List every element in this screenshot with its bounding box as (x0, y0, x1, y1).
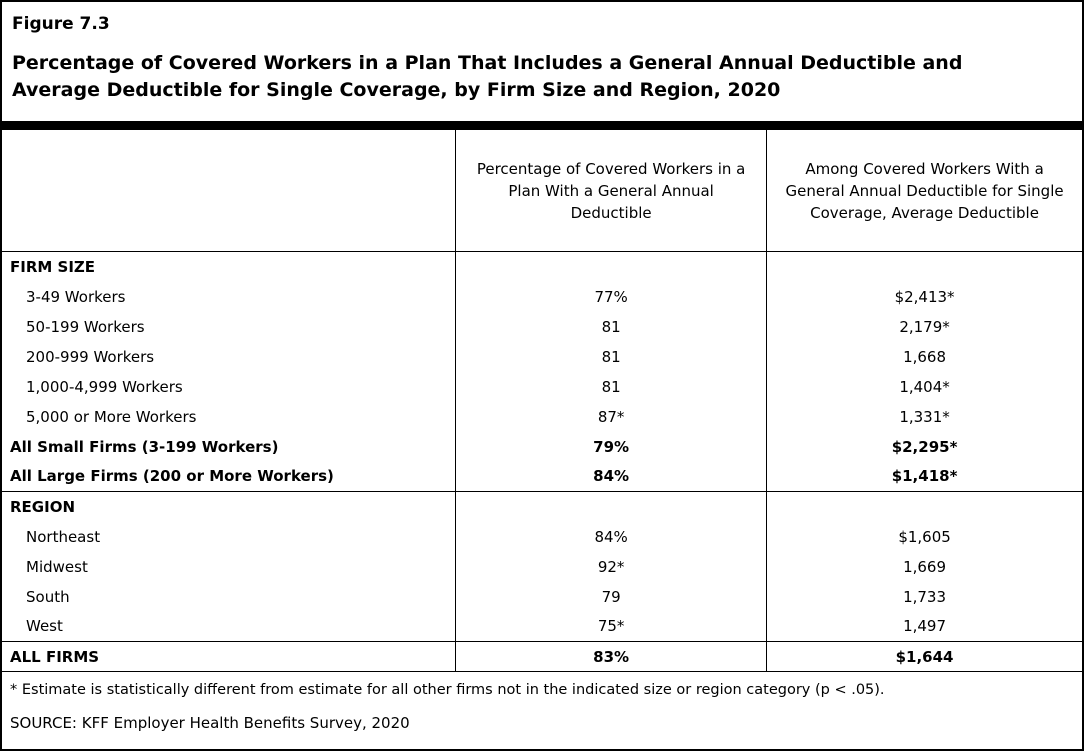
source-note: SOURCE: KFF Employer Health Benefits Sur… (10, 714, 410, 732)
row-label: Midwest (26, 557, 88, 576)
row-deductible: 1,668 (766, 341, 1082, 372)
row-deductible: $1,605 (766, 521, 1082, 552)
column-header-row: Percentage of Covered Workers in a Plan … (2, 130, 1082, 252)
figure-label: Figure 7.3 (12, 14, 110, 34)
row-midwest: Midwest 92* 1,669 (2, 551, 1082, 582)
row-label: REGION (2, 491, 456, 522)
row-label: 50-199 Workers (26, 317, 145, 336)
row-deductible: $1,644 (766, 641, 1082, 672)
row-label: 5,000 or More Workers (26, 407, 197, 426)
footnote: * Estimate is statistically different fr… (10, 682, 885, 698)
row-all-small-firms: All Small Firms (3-199 Workers) 79% $2,2… (2, 431, 1082, 462)
row-200-999-workers: 200-999 Workers 81 1,668 (2, 341, 1082, 372)
row-pct: 83% (455, 641, 767, 672)
row-label: All Small Firms (3-199 Workers) (10, 437, 279, 456)
row-pct: 84% (455, 521, 767, 552)
row-deductible (766, 491, 1082, 522)
row-west: West 75* 1,497 (2, 611, 1082, 642)
row-pct: 79% (455, 431, 767, 462)
row-50-199-workers: 50-199 Workers 81 2,179* (2, 311, 1082, 342)
row-pct: 81 (455, 371, 767, 402)
data-table: Percentage of Covered Workers in a Plan … (2, 130, 1082, 672)
row-pct: 79 (455, 581, 767, 612)
row-label: FIRM SIZE (10, 257, 96, 276)
row-pct: 75* (455, 611, 767, 642)
row-pct: 81 (455, 341, 767, 372)
row-pct: 87* (455, 401, 767, 432)
row-deductible (766, 251, 1082, 282)
row-all-large-firms: All Large Firms (200 or More Workers) 84… (2, 461, 1082, 492)
row-deductible: 1,497 (766, 611, 1082, 642)
notes-area: * Estimate is statistically different fr… (2, 672, 1082, 749)
figure-title: Percentage of Covered Workers in a Plan … (12, 52, 963, 101)
row-deductible: 1,733 (766, 581, 1082, 612)
row-deductible: 1,669 (766, 551, 1082, 582)
row-deductible: $2,295* (766, 431, 1082, 462)
row-pct: 84% (455, 461, 767, 492)
row-firm-size-section: FIRM SIZE (2, 251, 1082, 282)
row-deductible: 1,404* (766, 371, 1082, 402)
row-deductible: 1,331* (766, 401, 1082, 432)
row-label: 3-49 Workers (26, 287, 126, 306)
row-pct: 81 (455, 311, 767, 342)
row-pct (455, 251, 767, 282)
row-pct: 77% (455, 281, 767, 312)
row-label: West (26, 617, 63, 636)
row-5000-or-more-workers: 5,000 or More Workers 87* 1,331* (2, 401, 1082, 432)
row-deductible: $2,413* (766, 281, 1082, 312)
row-label: All Large Firms (200 or More Workers) (10, 467, 334, 486)
row-label: South (26, 587, 70, 606)
column-header-average-deductible: Among Covered Workers With a General Ann… (766, 130, 1082, 252)
header-divider-bar (2, 121, 1082, 130)
row-label: 200-999 Workers (26, 347, 155, 366)
row-south: South 79 1,733 (2, 581, 1082, 612)
column-header-percentage: Percentage of Covered Workers in a Plan … (455, 130, 767, 252)
row-all-firms: ALL FIRMS 83% $1,644 (2, 641, 1082, 672)
row-pct: 92* (455, 551, 767, 582)
row-region-section: REGION (2, 491, 1082, 522)
row-deductible: 2,179* (766, 311, 1082, 342)
row-northeast: Northeast 84% $1,605 (2, 521, 1082, 552)
row-label: 1,000-4,999 Workers (26, 377, 183, 396)
figure-header: Figure 7.3 Percentage of Covered Workers… (2, 2, 1082, 121)
column-header-blank (2, 130, 456, 252)
row-3-49-workers: 3-49 Workers 77% $2,413* (2, 281, 1082, 312)
row-pct (455, 491, 767, 522)
row-label: ALL FIRMS (2, 641, 456, 672)
row-deductible: $1,418* (766, 461, 1082, 492)
row-label: Northeast (26, 527, 101, 546)
row-1000-4999-workers: 1,000-4,999 Workers 81 1,404* (2, 371, 1082, 402)
